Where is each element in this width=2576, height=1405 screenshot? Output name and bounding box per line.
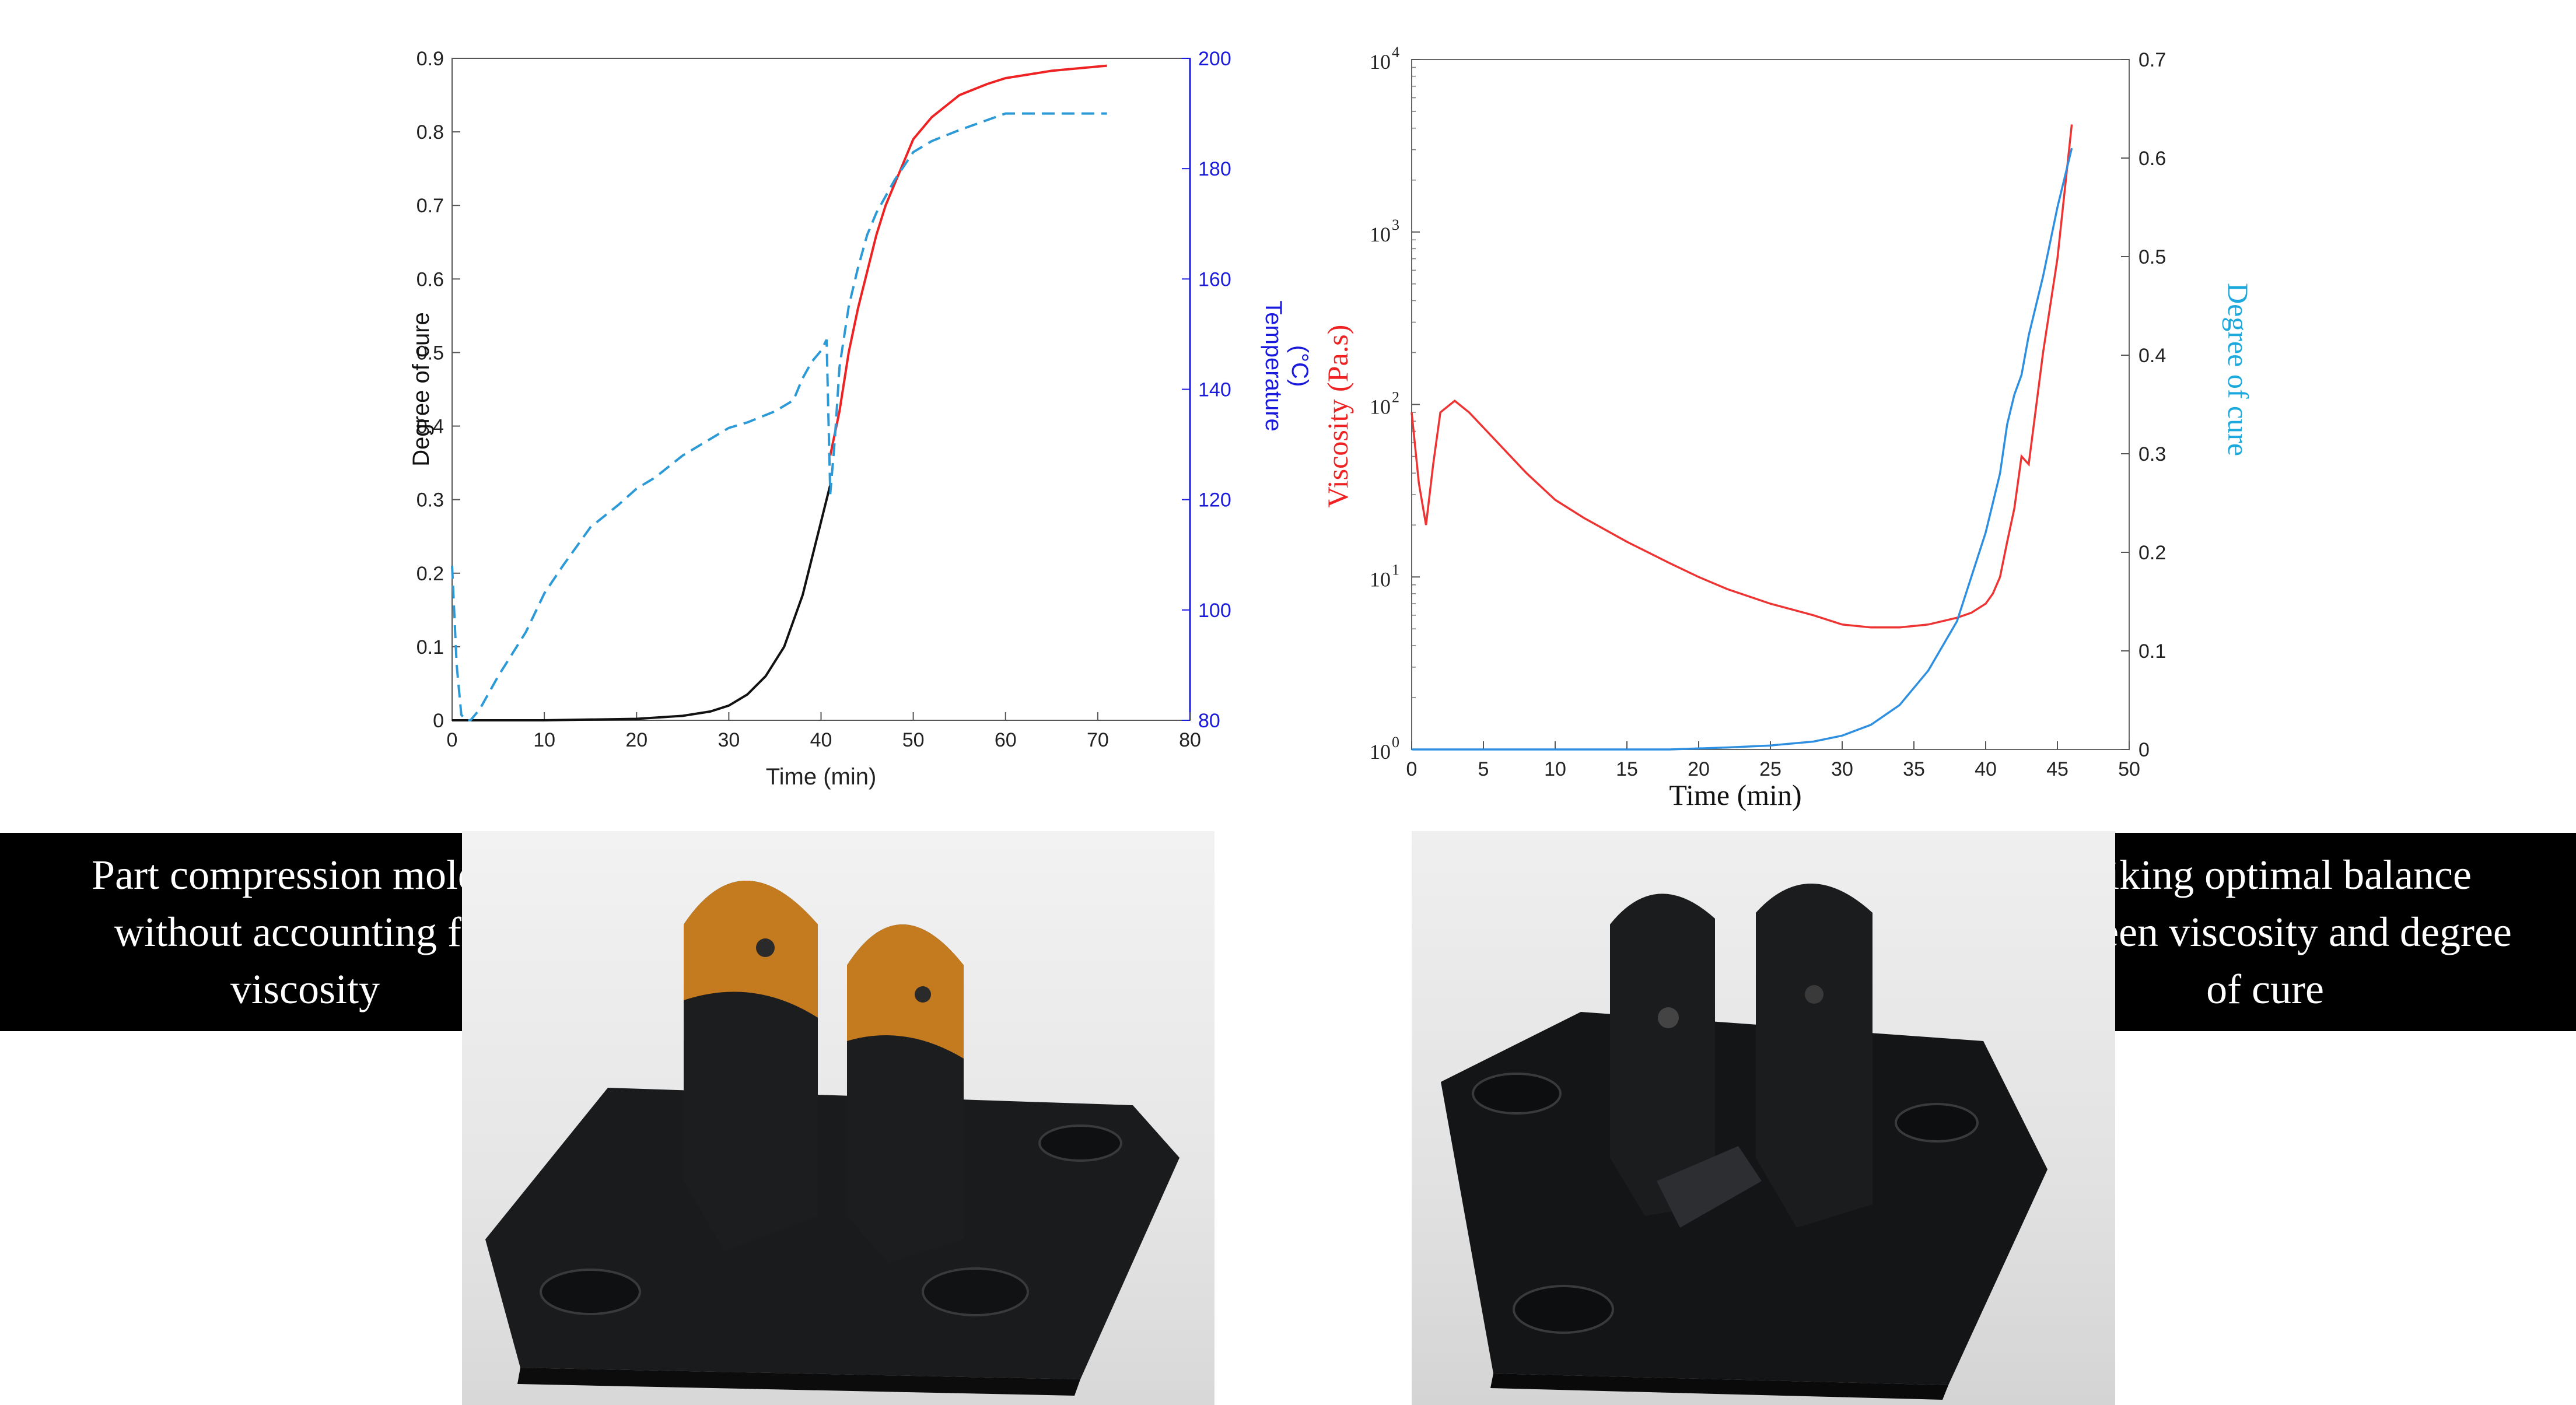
part-base-right bbox=[1441, 1012, 2048, 1385]
x-tick-label: 5 bbox=[1478, 758, 1489, 780]
mount-hole-right-2 bbox=[1895, 1103, 1979, 1143]
y-left-tick-base: 10 bbox=[1370, 567, 1391, 591]
x-tick-label: 10 bbox=[533, 729, 555, 751]
y-left-axis-title: Viscosity (Pa.s) bbox=[1321, 325, 1354, 508]
molded-part-right-image bbox=[1441, 884, 2048, 1400]
y-left-tick-label: 0.7 bbox=[416, 195, 444, 217]
y-left-tick-label: 0.3 bbox=[416, 489, 444, 511]
mount-hole-left-2 bbox=[1038, 1124, 1122, 1162]
y-right-tick-label: 140 bbox=[1198, 379, 1231, 401]
photo-part-without-viscosity bbox=[462, 831, 1214, 1405]
fin-hole-right-1 bbox=[1658, 1007, 1679, 1028]
y-right-tick-label: 120 bbox=[1198, 489, 1231, 511]
y-left-tick-exponent: 1 bbox=[1392, 561, 1399, 578]
y-right-axis-title: Temperature bbox=[1261, 300, 1286, 432]
y-right-tick-label: 0.5 bbox=[2138, 246, 2166, 268]
x-tick-label: 40 bbox=[1975, 758, 1997, 780]
y-right-tick-label: 160 bbox=[1198, 268, 1231, 290]
y-right-tick-label: 0.2 bbox=[2138, 542, 2166, 564]
series-line-cure bbox=[1412, 148, 2073, 751]
y-right-tick-label: 0.6 bbox=[2138, 148, 2166, 170]
mount-hole-left-3 bbox=[922, 1267, 1029, 1316]
photo-part-optimal bbox=[1412, 831, 2115, 1405]
mount-hole-right-3 bbox=[1513, 1285, 1614, 1334]
y-right-tick-label: 180 bbox=[1198, 158, 1231, 180]
y-left-axis-title: Degree of cure bbox=[408, 312, 434, 467]
x-tick-label: 0 bbox=[447, 729, 458, 751]
y-right-tick-label: 0.3 bbox=[2138, 443, 2166, 465]
caption-right-line-3: of cure bbox=[2206, 966, 2324, 1012]
x-tick-label: 20 bbox=[1688, 758, 1710, 780]
x-tick-label: 30 bbox=[1831, 758, 1853, 780]
y-left-tick-exponent: 2 bbox=[1392, 389, 1399, 406]
y-right-tick-label: 0.7 bbox=[2138, 49, 2166, 71]
x-tick-label: 70 bbox=[1087, 729, 1109, 751]
y-left-tick-exponent: 4 bbox=[1392, 44, 1399, 61]
x-tick-label: 30 bbox=[718, 729, 740, 751]
x-tick-label: 50 bbox=[902, 729, 925, 751]
y-left-tick-base: 10 bbox=[1370, 50, 1391, 73]
caption-right-line-1: Striking optimal balance bbox=[2059, 852, 2472, 898]
y-left-tick-exponent: 3 bbox=[1392, 216, 1399, 233]
y-left-tick-base: 10 bbox=[1370, 740, 1391, 763]
molded-part-left-image bbox=[485, 881, 1180, 1396]
y-left-tick-base: 10 bbox=[1370, 395, 1391, 419]
fin-hole-right-2 bbox=[1805, 985, 1824, 1004]
series-line-cure_post bbox=[829, 64, 1107, 456]
y-right-tick-label: 100 bbox=[1198, 600, 1231, 622]
y-left-tick-label: 0.5 bbox=[416, 342, 444, 364]
y-left-tick-label: 0.8 bbox=[416, 121, 444, 143]
x-tick-label: 0 bbox=[1406, 758, 1418, 780]
x-tick-label: 10 bbox=[1544, 758, 1566, 780]
x-tick-label: 50 bbox=[2118, 758, 2140, 780]
mount-hole-left-1 bbox=[540, 1269, 641, 1315]
x-tick-label: 60 bbox=[995, 729, 1017, 751]
series-line-viscosity bbox=[1410, 124, 2073, 629]
plot-frame bbox=[1411, 59, 2130, 750]
x-tick-label: 40 bbox=[810, 729, 832, 751]
y-left-tick-label: 0 bbox=[433, 710, 444, 732]
series-line-temperature bbox=[451, 112, 1107, 721]
part-base-edge-right bbox=[1490, 1374, 1948, 1400]
x-tick-label: 35 bbox=[1903, 758, 1925, 780]
fin-tip-amber-1 bbox=[684, 881, 818, 1018]
plot-frame bbox=[452, 58, 1191, 721]
y-left-tick-base: 10 bbox=[1370, 223, 1391, 246]
y-right-tick-label: 80 bbox=[1198, 710, 1220, 732]
y-right-axis-title: (°C) bbox=[1287, 345, 1312, 387]
x-axis-title: Time (min) bbox=[766, 764, 877, 790]
y-right-axis-title: Degree of cure bbox=[2222, 283, 2255, 456]
x-tick-label: 80 bbox=[1179, 729, 1201, 751]
x-axis-title: Time (min) bbox=[1669, 779, 1801, 811]
y-left-tick-label: 0.9 bbox=[416, 48, 444, 70]
y-left-tick-label: 0.4 bbox=[416, 416, 444, 438]
fin-hole-1 bbox=[756, 938, 775, 957]
x-tick-label: 45 bbox=[2046, 758, 2068, 780]
y-right-tick-label: 0.1 bbox=[2138, 640, 2166, 663]
y-right-tick-label: 200 bbox=[1198, 48, 1231, 70]
y-left-tick-exponent: 0 bbox=[1392, 734, 1399, 751]
y-left-tick-label: 0.2 bbox=[416, 563, 444, 585]
y-left-tick-label: 0.6 bbox=[416, 268, 444, 290]
y-left-tick-label: 0.1 bbox=[416, 636, 444, 658]
fin-right-2 bbox=[1756, 884, 1873, 1228]
x-tick-label: 15 bbox=[1616, 758, 1638, 780]
mount-hole-right-1 bbox=[1472, 1073, 1562, 1115]
x-tick-label: 20 bbox=[625, 729, 648, 751]
x-tick-label: 25 bbox=[1759, 758, 1782, 780]
y-right-tick-label: 0.4 bbox=[2138, 345, 2166, 367]
fin-hole-2 bbox=[915, 986, 931, 1003]
series-line-cure_pre bbox=[452, 484, 832, 721]
caption-left-line-3: viscosity bbox=[230, 966, 380, 1012]
cure-temperature-chart: 0 10 20 30 40 50 60 70 80 0 0.1 0.2 0.3 0.4 0.5 0.6 0.7 0… bbox=[408, 48, 1312, 790]
caption-left-line-2: without accounting for bbox=[114, 909, 496, 955]
caption-left-line-1: Part compression molded bbox=[92, 852, 519, 898]
fin-right-1 bbox=[1610, 894, 1715, 1216]
y-right-tick-label: 0 bbox=[2138, 739, 2150, 761]
part-base-edge-left bbox=[517, 1368, 1080, 1396]
cylinder-boss bbox=[1657, 1146, 1762, 1228]
fin-tip-amber-2 bbox=[847, 924, 964, 1059]
